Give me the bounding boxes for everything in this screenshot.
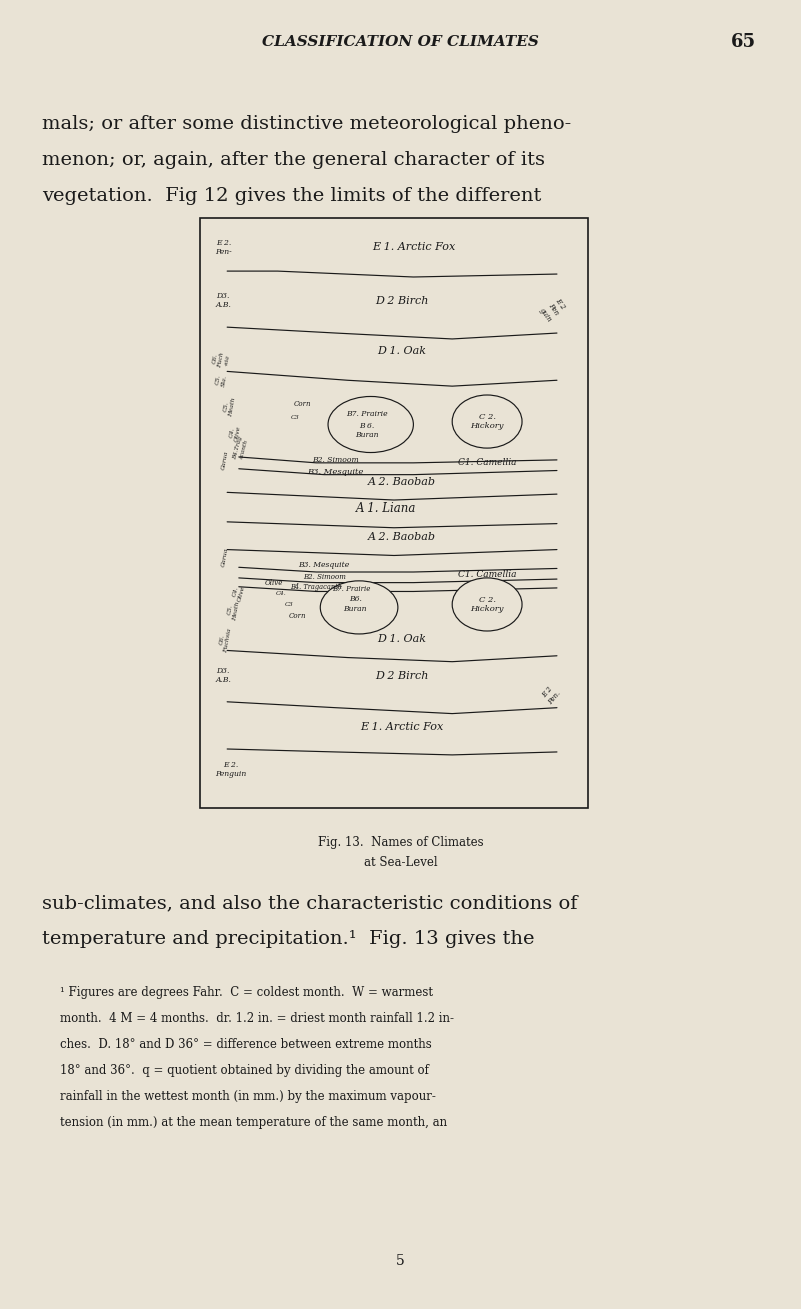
Text: C3: C3 (285, 602, 294, 607)
Text: Corn: Corn (294, 399, 312, 408)
Text: B 6.: B 6. (359, 421, 374, 429)
Text: C 2.
Hickory: C 2. Hickory (470, 596, 504, 613)
Text: vegetation.  Fig 12 gives the limits of the different: vegetation. Fig 12 gives the limits of t… (42, 187, 541, 206)
Text: D 2 Birch: D 2 Birch (375, 296, 429, 305)
Text: sub-climates, and also the characteristic conditions of: sub-climates, and also the characteristi… (42, 894, 578, 912)
Ellipse shape (453, 577, 522, 631)
Text: B7. Prairie: B7. Prairie (332, 585, 371, 593)
Text: ches.  D. 18° and D 36° = difference between extreme months: ches. D. 18° and D 36° = difference betw… (60, 1038, 432, 1051)
Text: mals; or after some distinctive meteorological pheno-: mals; or after some distinctive meteorol… (42, 115, 571, 134)
Text: CLASSIFICATION OF CLIMATES: CLASSIFICATION OF CLIMATES (262, 35, 539, 48)
Text: 18° and 36°.  q = quotient obtained by dividing the amount of: 18° and 36°. q = quotient obtained by di… (60, 1064, 429, 1077)
Ellipse shape (328, 397, 413, 453)
Text: B4.Trag
acanth: B4.Trag acanth (232, 435, 249, 461)
Text: C6.
Fuchsia: C6. Fuchsia (218, 627, 233, 653)
Text: Buran: Buran (355, 431, 379, 439)
Text: B2. Simoom: B2. Simoom (303, 573, 345, 581)
Text: Corn: Corn (288, 613, 306, 620)
Text: E 2.
Penguin: E 2. Penguin (215, 761, 247, 779)
Text: D 1. Oak: D 1. Oak (377, 346, 426, 356)
Text: B4. Tragacanth: B4. Tragacanth (291, 583, 342, 590)
Ellipse shape (320, 581, 398, 634)
Text: C1. Camellia: C1. Camellia (458, 458, 517, 467)
Text: C6.
Fuch
-sia: C6. Fuch -sia (211, 351, 231, 369)
Text: E 2
Pen.: E 2 Pen. (540, 683, 562, 706)
Text: C3: C3 (291, 415, 300, 420)
Text: Buran: Buran (344, 605, 367, 613)
Bar (200, 219, 588, 808)
Text: D3.
A.B.: D3. A.B. (215, 292, 231, 309)
Text: 5: 5 (396, 1254, 405, 1268)
Text: A 2. Baobab: A 2. Baobab (368, 531, 436, 542)
Text: B3. Mesquite: B3. Mesquite (308, 467, 364, 475)
Text: Garua: Garua (221, 450, 229, 470)
Text: C5.
Heath: C5. Heath (222, 397, 236, 418)
Text: menon; or, again, after the general character of its: menon; or, again, after the general char… (42, 151, 545, 169)
Text: E 2
Pen
guin: E 2 Pen guin (537, 296, 569, 323)
Text: C4.: C4. (276, 590, 287, 596)
Text: B2. Simoom: B2. Simoom (312, 456, 359, 463)
Text: C1. Camellia: C1. Camellia (458, 571, 517, 580)
Text: E 1. Arctic Fox: E 1. Arctic Fox (372, 242, 455, 253)
Text: Olive: Olive (264, 579, 283, 586)
Text: A 1. Liana: A 1. Liana (356, 501, 417, 514)
Text: tension (in mm.) at the mean temperature of the same month, an: tension (in mm.) at the mean temperature… (60, 1117, 447, 1128)
Text: D 2 Birch: D 2 Birch (375, 672, 429, 682)
Text: E 2.
Pen-: E 2. Pen- (215, 240, 231, 257)
Text: B6.: B6. (348, 594, 361, 602)
Text: D 1. Oak: D 1. Oak (377, 635, 426, 644)
Text: B3. Mesquite: B3. Mesquite (299, 562, 350, 569)
Text: Garua: Garua (221, 547, 229, 567)
Text: Fig. 13.  Names of Climates: Fig. 13. Names of Climates (318, 836, 483, 850)
Text: A 2. Baobab: A 2. Baobab (368, 476, 436, 487)
Text: C4.
Olive: C4. Olive (228, 424, 242, 442)
Ellipse shape (453, 395, 522, 448)
Text: C 2.
Hickory: C 2. Hickory (470, 412, 504, 431)
Text: E 1. Arctic Fox: E 1. Arctic Fox (360, 721, 444, 732)
Text: rainfall in the wettest month (in mm.) by the maximum vapour-: rainfall in the wettest month (in mm.) b… (60, 1090, 436, 1103)
Text: C5.
Sla.: C5. Sla. (215, 373, 227, 387)
Text: temperature and precipitation.¹  Fig. 13 gives the: temperature and precipitation.¹ Fig. 13 … (42, 929, 534, 948)
Text: 65: 65 (731, 33, 756, 51)
Text: B7. Prairie: B7. Prairie (346, 410, 388, 418)
Text: C5.
Heath: C5. Heath (226, 600, 240, 620)
Text: month.  4 M = 4 months.  dr. 1.2 in. = driest month rainfall 1.2 in-: month. 4 M = 4 months. dr. 1.2 in. = dri… (60, 1012, 454, 1025)
Text: D3.
A.B.: D3. A.B. (215, 666, 231, 683)
Text: ¹ Figures are degrees Fahr.  C = coldest month.  W = warmest: ¹ Figures are degrees Fahr. C = coldest … (60, 986, 433, 999)
Text: at Sea-Level: at Sea-Level (364, 856, 437, 869)
Text: C4.
Olive: C4. Olive (231, 584, 246, 602)
